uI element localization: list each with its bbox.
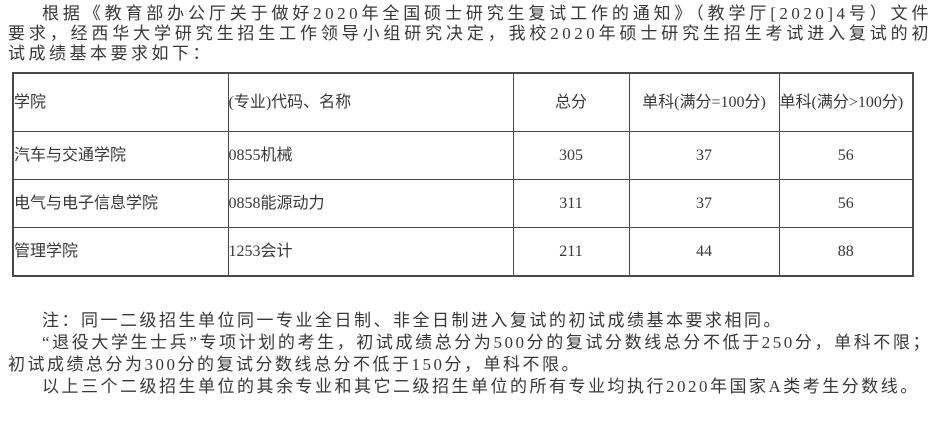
cell-college: 管理学院: [12, 227, 229, 277]
cell-total: 305: [512, 131, 630, 180]
header-cell-single-subject-over-100: 单科(满分>100分): [778, 72, 914, 132]
note-line-national-line-a: 以上三个二级招生单位的其余专业和其它二级招生单位的所有专业均执行2020年国家A…: [42, 377, 920, 396]
header-cell-total-score: 总分: [512, 72, 630, 132]
table-row: 汽车与交通学院 0855机械 305 37 56: [12, 131, 914, 180]
cell-single-over-100: 56: [778, 179, 914, 228]
notes-section: 注：同一二级招生单位同一专业全日制、非全日制进入复试的初试成绩基本要求相同。 “…: [8, 310, 932, 398]
intro-paragraph: 根据《教育部办公厅关于做好2020年全国硕士研究生复试工作的通知》（教学厅[20…: [8, 4, 932, 63]
document-page: 根据《教育部办公厅关于做好2020年全国硕士研究生复试工作的通知》（教学厅[20…: [0, 4, 940, 432]
cell-single-100: 44: [628, 227, 780, 277]
note-line-same-requirements: 注：同一二级招生单位同一专业全日制、非全日制进入复试的初试成绩基本要求相同。: [42, 311, 783, 330]
cell-single-100: 37: [628, 131, 780, 180]
header-cell-college: 学院: [12, 72, 229, 132]
cell-total: 211: [512, 227, 630, 277]
cell-major: 0858能源动力: [227, 179, 514, 228]
cell-major: 0855机械: [227, 131, 514, 180]
score-requirements-table: 学院 (专业)代码、名称 总分 单科(满分=100分) 单科(满分>100分) …: [12, 72, 914, 277]
table-row: 管理学院 1253会计 211 44 88: [12, 227, 914, 277]
cell-single-over-100: 88: [778, 227, 914, 277]
table-row: 电气与电子信息学院 0858能源动力 311 37 56: [12, 179, 914, 228]
cell-single-over-100: 56: [778, 131, 914, 180]
note-line-veteran-soldier-plan: “退役大学生士兵”专项计划的考生，初试成绩总分为500分的复试分数线总分不低于2…: [8, 333, 932, 374]
cell-total: 311: [512, 179, 630, 228]
header-cell-major-code: (专业)代码、名称: [227, 72, 514, 132]
cell-single-100: 37: [628, 179, 780, 228]
header-cell-single-subject-100: 单科(满分=100分): [628, 72, 780, 132]
cell-college: 汽车与交通学院: [12, 131, 229, 180]
cell-college: 电气与电子信息学院: [12, 179, 229, 228]
table-header-row: 学院 (专业)代码、名称 总分 单科(满分=100分) 单科(满分>100分): [12, 72, 914, 132]
cell-major: 1253会计: [227, 227, 514, 277]
